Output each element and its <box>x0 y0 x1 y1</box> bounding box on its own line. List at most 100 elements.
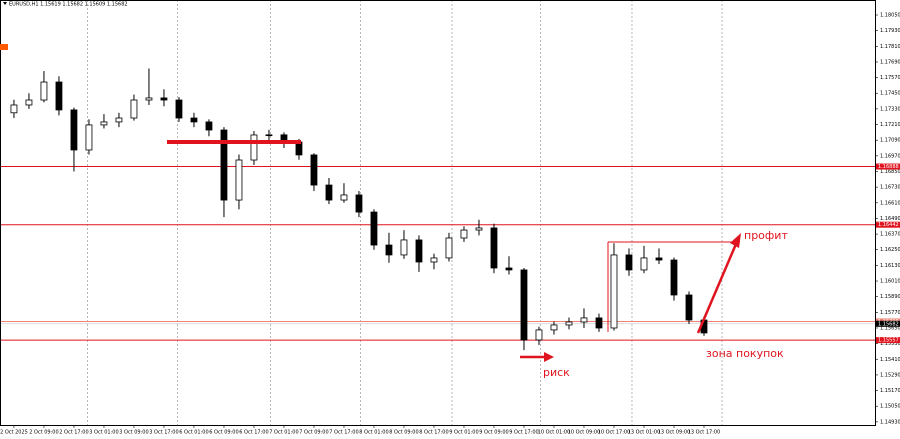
candle-body <box>10 104 18 114</box>
y-tick-label: 1.15290 <box>880 372 900 378</box>
y-tick-label: 1.17570 <box>880 75 900 81</box>
candle-body <box>580 317 588 323</box>
x-tick-label: 9 Oct 09:00 <box>479 430 508 436</box>
price-label-bg <box>876 320 900 327</box>
candle-body <box>445 237 453 259</box>
y-tick-label: 1.15650 <box>880 325 900 331</box>
x-tick-label: 8 Oct 01:00 <box>359 430 388 436</box>
profit-label: профит <box>744 229 788 242</box>
profit-arrow-head <box>730 233 741 248</box>
candle-body <box>340 194 348 201</box>
marker-square <box>0 44 8 50</box>
candle-body <box>520 269 528 341</box>
y-tick-label: 1.17930 <box>880 28 900 34</box>
x-tick-label: 6 Oct 09:00 <box>209 430 238 436</box>
candle-body <box>565 321 573 326</box>
x-tick-label: 13 Oct 09:00 <box>658 430 691 436</box>
candle-body <box>550 324 558 331</box>
y-tick-label: 1.16490 <box>880 216 900 222</box>
candle-body <box>325 184 333 201</box>
candle-body <box>490 227 498 269</box>
candle-body <box>175 99 183 119</box>
y-tick-label: 1.16010 <box>880 279 900 285</box>
candle-body <box>70 109 78 151</box>
y-tick-label: 1.15530 <box>880 341 900 347</box>
y-tick-label: 1.15410 <box>880 357 900 363</box>
candle-body <box>40 81 48 101</box>
profit-arrow <box>696 243 738 334</box>
x-tick-label: 2 Oct 17:00 <box>59 430 88 436</box>
candle-body <box>235 159 243 201</box>
y-tick-label: 1.14930 <box>880 419 900 425</box>
x-tick-label: 13 Oct 01:00 <box>628 430 661 436</box>
x-tick-label: 3 Oct 01:00 <box>89 430 118 436</box>
x-tick-label: 2 Oct 2025 <box>0 430 28 436</box>
candle-body <box>220 129 228 201</box>
y-tick-label: 1.17450 <box>880 91 900 97</box>
x-tick-label: 7 Oct 01:00 <box>269 430 298 436</box>
candle-body <box>385 244 393 256</box>
x-tick-label: 6 Oct 17:00 <box>239 430 268 436</box>
x-tick-label: 10 Oct 01:00 <box>538 430 571 436</box>
risk-arrow-head <box>544 352 554 362</box>
candle-body <box>145 97 153 101</box>
candle-body <box>130 99 138 119</box>
level-label: 1.15557 <box>878 338 899 344</box>
x-tick-label: 10 Oct 17:00 <box>598 430 631 436</box>
candle-body <box>160 97 168 101</box>
level-label-bg <box>876 337 900 344</box>
y-tick-label: 1.15770 <box>880 310 900 316</box>
x-tick-label: 3 Oct 09:00 <box>119 430 148 436</box>
y-tick-label: 1.18050 <box>880 12 900 18</box>
y-tick-label: 1.17690 <box>880 59 900 65</box>
candles <box>10 68 708 351</box>
candle-body <box>85 124 93 151</box>
y-tick-label: 1.16850 <box>880 169 900 175</box>
y-tick-label: 1.17210 <box>880 122 900 128</box>
x-tick-label: 3 Oct 17:00 <box>149 430 178 436</box>
x-tick-label: 13 Oct 17:00 <box>688 430 721 436</box>
buy-zone-label: зона покупок <box>706 347 784 360</box>
y-tick-label: 1.16970 <box>880 153 900 159</box>
levels <box>0 166 875 341</box>
candle-body <box>625 254 633 271</box>
x-tick-label: 10 Oct 09:00 <box>568 430 601 436</box>
candle-body <box>655 257 663 261</box>
x-tick-label: 7 Oct 17:00 <box>329 430 358 436</box>
candle-body <box>55 81 63 111</box>
grid <box>87 0 723 425</box>
candle-body <box>310 154 318 186</box>
y-tick-label: 1.16370 <box>880 232 900 238</box>
candle-body <box>610 254 618 329</box>
candle-body <box>265 134 273 137</box>
y-tick-label: 1.15170 <box>880 388 900 394</box>
level-label-bg <box>876 221 900 228</box>
y-tick-label: 1.16730 <box>880 185 900 191</box>
candle-body <box>415 239 423 263</box>
candle-body <box>250 134 258 161</box>
x-tick-label: 2 Oct 09:00 <box>29 430 58 436</box>
candle-body <box>100 121 108 126</box>
candle-body <box>670 259 678 296</box>
annotation-shapes <box>0 2 741 362</box>
level-label: 1.16442 <box>878 222 899 228</box>
candle-body <box>115 117 123 123</box>
candle-body <box>535 329 543 341</box>
x-tick-label: 6 Oct 01:00 <box>179 430 208 436</box>
candle-body <box>475 227 483 231</box>
candle-body <box>430 257 438 263</box>
candle-body <box>400 239 408 256</box>
candle-body <box>370 211 378 246</box>
y-tick-label: 1.15890 <box>880 294 900 300</box>
candle-body <box>190 117 198 123</box>
x-tick-label: 9 Oct 01:00 <box>449 430 478 436</box>
candle-body <box>205 121 213 131</box>
y-tick-label: 1.16130 <box>880 263 900 269</box>
candle-body <box>505 267 513 271</box>
candle-body <box>460 229 468 239</box>
x-tick-label: 7 Oct 09:00 <box>299 430 328 436</box>
y-tick-label: 1.17090 <box>880 138 900 144</box>
